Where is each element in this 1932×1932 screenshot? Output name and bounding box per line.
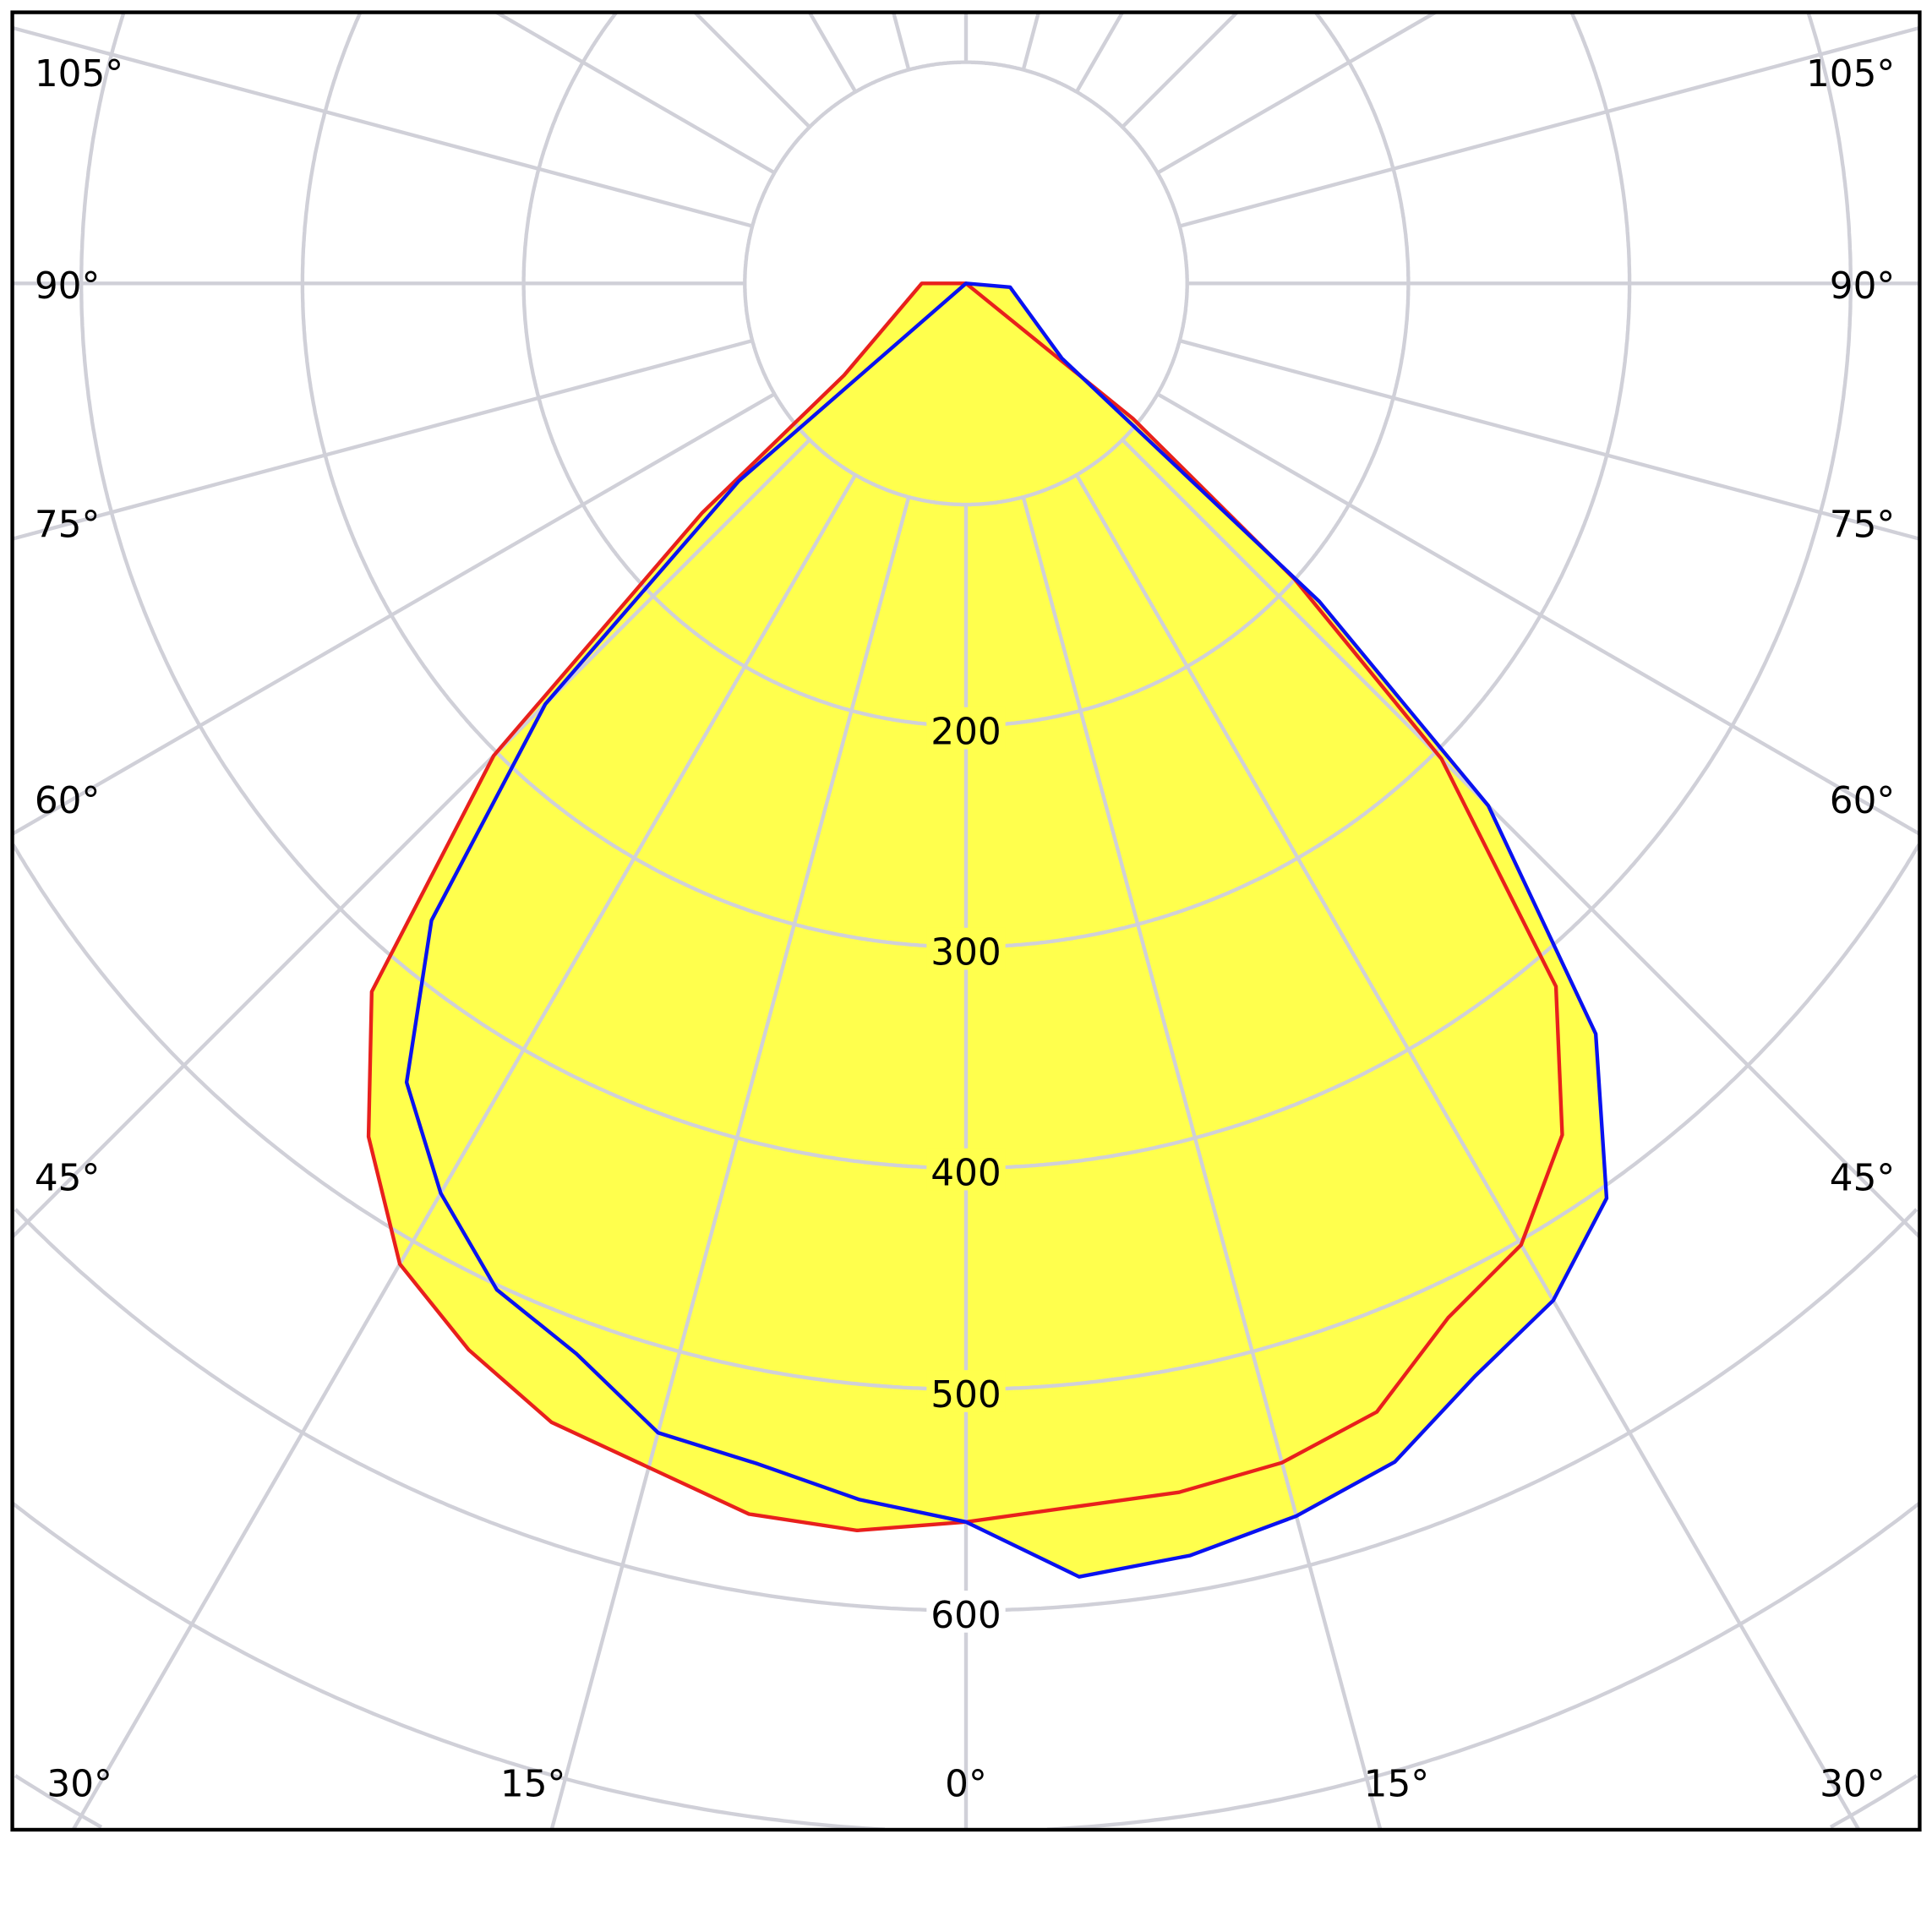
curve-C0-C180 xyxy=(366,281,1564,1533)
angle-labels-right: 105° 90° 75° 60° 45° 30° 15° xyxy=(1364,52,1896,1806)
grid-ring-600 xyxy=(14,1208,1918,1613)
angle-label-75-left: 75° xyxy=(35,504,101,547)
radial-label-600: 600 xyxy=(931,1594,1001,1637)
angle-label-90-right: 90° xyxy=(1830,265,1896,308)
angle-label-30-left: 30° xyxy=(46,1763,112,1806)
angle-label-45-left: 45° xyxy=(35,1156,101,1199)
angle-label-60-left: 60° xyxy=(35,779,101,822)
angle-label-15-right: 15° xyxy=(1364,1763,1430,1806)
grid-ring-500 xyxy=(11,843,1921,1391)
grid-spoke-330 xyxy=(71,473,857,1831)
grid-spoke-225 xyxy=(693,11,811,128)
grid-spoke-75 xyxy=(1179,338,1920,541)
angle-label-30-right: 30° xyxy=(1820,1763,1886,1806)
grid-ring-400 xyxy=(79,13,1853,1171)
radial-label-200: 200 xyxy=(931,711,1001,754)
grid-spoke-345 xyxy=(549,496,911,1831)
grid-spoke-240 xyxy=(495,10,776,175)
grid-spoke-195 xyxy=(892,12,911,71)
angle-label-90-left: 90° xyxy=(35,265,101,308)
grid-spoke-105 xyxy=(1179,25,1920,228)
radial-label-500: 500 xyxy=(931,1373,1001,1416)
grid-spoke-30 xyxy=(1075,473,1861,1831)
grid-ring-300 xyxy=(300,13,1632,949)
radial-label-400: 400 xyxy=(931,1152,1001,1195)
grid-spoke-45 xyxy=(1121,438,1921,1239)
angle-label-75-right: 75° xyxy=(1830,504,1896,547)
grid-spoke-255 xyxy=(12,25,753,228)
grid-spoke-120 xyxy=(1156,10,1437,175)
angle-label-105-left: 105° xyxy=(35,52,123,96)
grid-spoke-315 xyxy=(11,438,811,1239)
grid-spoke-300 xyxy=(11,392,776,836)
angle-label-105-right: 105° xyxy=(1806,52,1895,96)
grid-spoke-15 xyxy=(1021,496,1383,1831)
angle-labels-left: 105° 90° 75° 60° 45° 30° 15° xyxy=(35,52,566,1806)
angle-label-45-right: 45° xyxy=(1830,1156,1896,1199)
grid-ring-700 xyxy=(11,1502,1921,1831)
grid-spoke-210 xyxy=(807,11,858,93)
plot-frame xyxy=(10,10,1922,1832)
grid-spoke-150 xyxy=(1075,11,1125,93)
curve-C90-C270 xyxy=(404,281,1609,1579)
radial-tick-labels: 200 300 400 500 600 xyxy=(926,707,1006,1637)
grid-spoke-60 xyxy=(1156,392,1921,836)
angle-label-15-left: 15° xyxy=(500,1763,566,1806)
grid-spoke-135 xyxy=(1121,11,1239,128)
polar-grid xyxy=(11,10,1921,1831)
grid-ring-800 xyxy=(14,1774,1918,1829)
grid-spoke-165 xyxy=(1021,12,1040,71)
angle-label-60-right: 60° xyxy=(1830,779,1896,822)
radial-label-300: 300 xyxy=(931,931,1001,974)
grid-ring-200 xyxy=(521,11,1411,728)
intensity-curves xyxy=(366,281,1609,1579)
grid-spoke-285 xyxy=(12,338,753,541)
angle-label-0: 0° xyxy=(945,1763,987,1806)
